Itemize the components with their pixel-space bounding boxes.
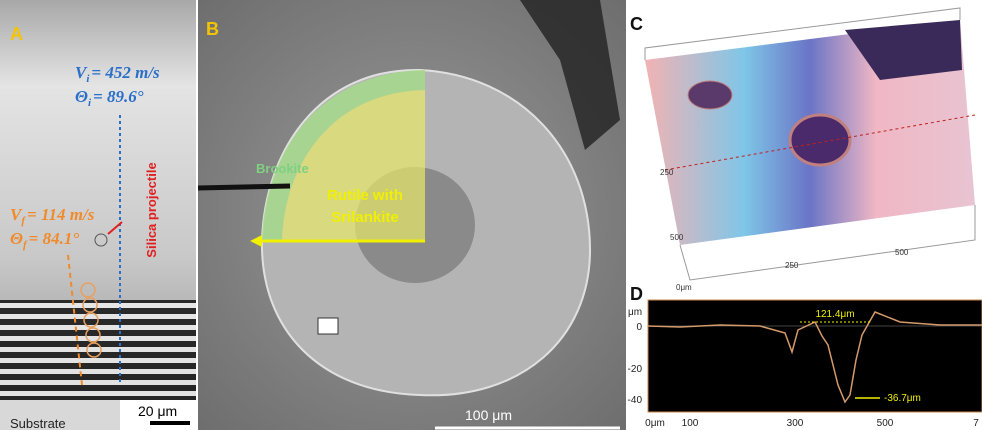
panel-b: B Brookite Rutile with Srilankite 100 μm bbox=[198, 0, 626, 430]
symbol: Θ bbox=[75, 87, 88, 106]
stripes bbox=[0, 300, 196, 400]
axis-label: 500 bbox=[670, 233, 684, 242]
crater bbox=[790, 115, 850, 165]
marker bbox=[318, 318, 338, 334]
substrate-label: Substrate bbox=[10, 416, 66, 430]
x-tick-label: 7 bbox=[973, 418, 979, 429]
y-unit: μm bbox=[628, 307, 642, 318]
x-tick-label: 0μm bbox=[645, 418, 665, 429]
symbol: Θ bbox=[10, 229, 23, 248]
axis-label: 250 bbox=[785, 261, 799, 270]
final-angle: Θf= 84.1° bbox=[10, 229, 79, 251]
panel-label: B bbox=[206, 19, 219, 39]
figure: A Vi= 452 m/s Θi= 89.6° Vf= 114 m/s Θf= … bbox=[0, 0, 982, 430]
panel-label: C bbox=[630, 14, 643, 34]
axis-label: 500 bbox=[895, 248, 909, 257]
panel-d: D μm 0 -20 -40 0μm 100 300 500 7 121.4μm… bbox=[628, 284, 982, 429]
depth-label: -36.7μm bbox=[884, 393, 921, 404]
value: = 452 m/s bbox=[91, 63, 160, 82]
panel-c: C 250 500 250 500 0μm bbox=[630, 8, 975, 292]
axis-label: 250 bbox=[660, 168, 674, 177]
initial-angle: Θi= 89.6° bbox=[75, 87, 144, 109]
value: = 84.1° bbox=[29, 229, 80, 248]
width-label: 121.4μm bbox=[815, 309, 854, 320]
crater bbox=[688, 81, 732, 109]
value: = 114 m/s bbox=[27, 205, 95, 224]
y-tick-label: -20 bbox=[628, 364, 643, 375]
scale-label: 20 μm bbox=[138, 403, 177, 419]
rutile-label: Srilankite bbox=[331, 209, 399, 226]
y-tick-label: -40 bbox=[628, 395, 643, 406]
y-tick-label: 0 bbox=[636, 322, 642, 333]
projectile-label: Silica projectile bbox=[144, 162, 159, 257]
rutile-label: Rutile with bbox=[327, 187, 403, 204]
panel-label: D bbox=[630, 284, 643, 304]
value: = 89.6° bbox=[93, 87, 144, 106]
scale-label: 100 μm bbox=[465, 407, 512, 423]
axis-label: 0μm bbox=[676, 283, 692, 292]
panel-a: A Vi= 452 m/s Θi= 89.6° Vf= 114 m/s Θf= … bbox=[0, 0, 196, 430]
x-tick-label: 300 bbox=[787, 418, 804, 429]
brookite-label: Brookite bbox=[256, 161, 309, 176]
panel-label: A bbox=[10, 24, 23, 44]
x-tick-label: 500 bbox=[877, 418, 894, 429]
x-tick-label: 100 bbox=[682, 418, 699, 429]
fib-trench bbox=[198, 186, 290, 188]
